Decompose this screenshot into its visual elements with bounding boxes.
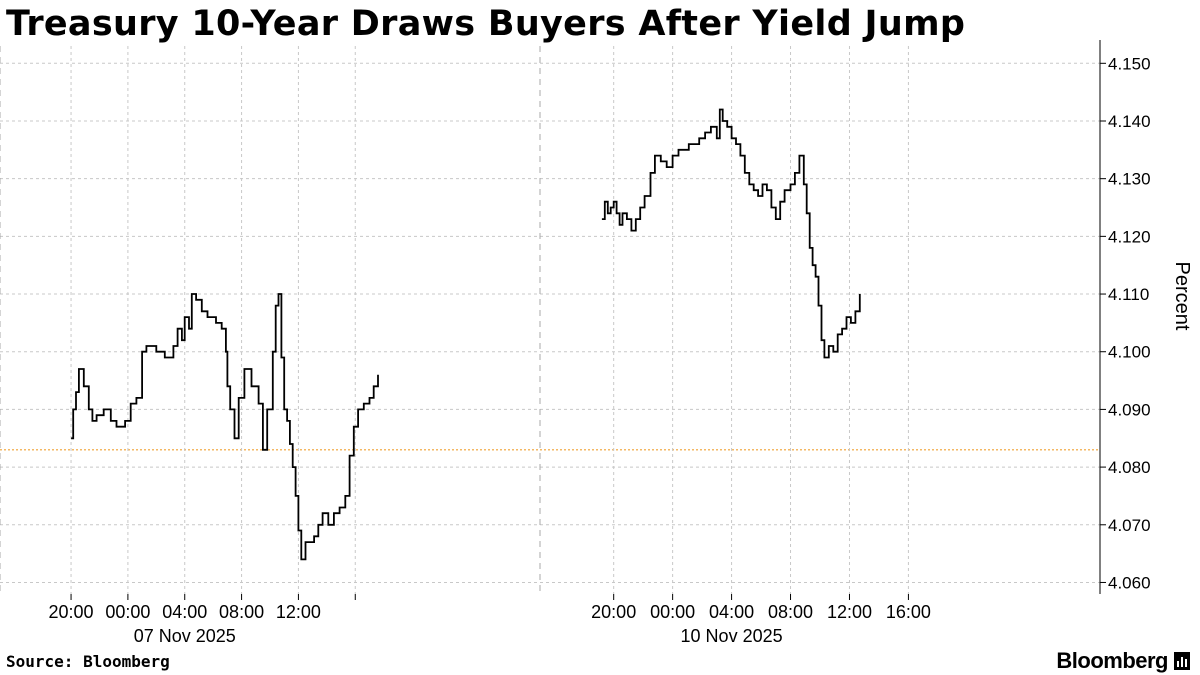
x-tick-label: 12:00	[827, 602, 872, 622]
x-tick-label: 04:00	[709, 602, 754, 622]
x-date-label: 07 Nov 2025	[134, 626, 236, 646]
x-tick-label: 08:00	[219, 602, 264, 622]
y-axis-label: Percent	[1171, 262, 1193, 331]
y-tick-label: 4.110	[1108, 285, 1149, 304]
series-line	[601, 108, 861, 359]
y-tick-label: 4.060	[1108, 573, 1151, 592]
y-tick-label: 4.130	[1108, 170, 1151, 189]
y-tick-label: 4.140	[1108, 112, 1151, 131]
x-date-label: 10 Nov 2025	[681, 626, 783, 646]
brand-logo: Bloomberg	[1056, 648, 1190, 674]
source-note: Source: Bloomberg	[6, 652, 170, 671]
y-tick-label: 4.150	[1108, 54, 1151, 73]
y-tick-label: 4.070	[1108, 516, 1151, 535]
x-tick-label: 08:00	[768, 602, 813, 622]
x-tick-label: 00:00	[650, 602, 695, 622]
x-tick-label: 20:00	[591, 602, 636, 622]
bloomberg-logo-icon	[1174, 652, 1190, 670]
y-tick-label: 4.080	[1108, 458, 1151, 477]
x-tick-label: 12:00	[276, 602, 321, 622]
series-line	[71, 293, 379, 561]
x-tick-label: 00:00	[105, 602, 150, 622]
x-tick-label: 04:00	[162, 602, 207, 622]
x-tick-label: 20:00	[49, 602, 94, 622]
y-tick-label: 4.090	[1108, 400, 1151, 419]
chart-title: Treasury 10-Year Draws Buyers After Yiel…	[6, 4, 966, 44]
brand-name: Bloomberg	[1056, 648, 1168, 673]
y-tick-label: 4.120	[1108, 227, 1151, 246]
y-tick-label: 4.100	[1108, 343, 1151, 362]
x-tick-label: 16:00	[886, 602, 931, 622]
